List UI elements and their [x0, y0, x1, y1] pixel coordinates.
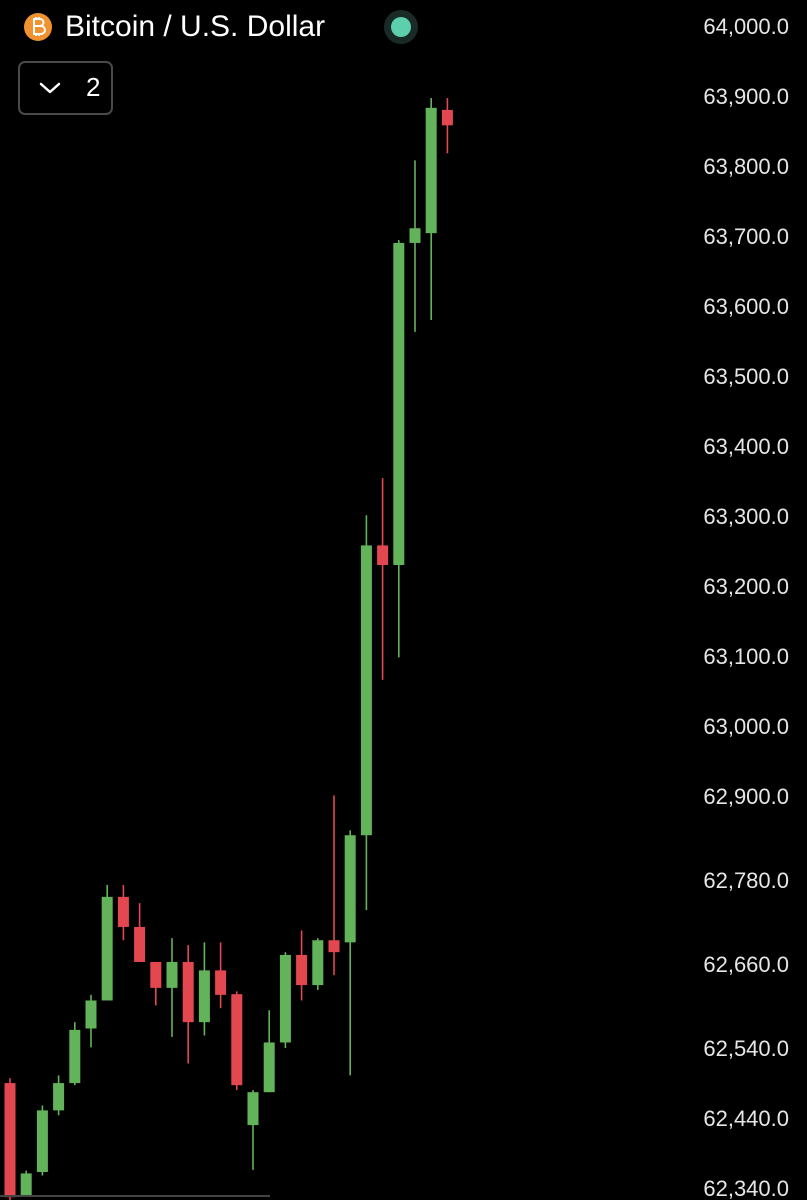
status-dot	[391, 17, 411, 37]
header: Bitcoin / U.S. Dollar 2	[18, 10, 418, 115]
candle-body	[4, 1083, 16, 1198]
y-tick-label: 63,500.0	[703, 364, 789, 389]
y-tick-label: 63,100.0	[703, 644, 789, 669]
candle-body	[182, 961, 194, 1023]
chevron[interactable]	[39, 82, 61, 94]
candle-body	[312, 940, 324, 986]
candle-body	[215, 970, 227, 995]
y-tick-label: 63,900.0	[703, 84, 789, 109]
candle-body	[198, 970, 210, 1023]
y-tick-label: 63,300.0	[703, 504, 789, 529]
candle-body	[247, 1092, 259, 1126]
y-tick-label: 62,900.0	[703, 784, 789, 809]
candle-body	[101, 896, 113, 1001]
toggle-box[interactable]	[18, 61, 113, 115]
y-tick-label: 63,400.0	[703, 434, 789, 459]
candle-body	[377, 545, 389, 565]
candle-body	[393, 242, 405, 565]
collapsed-count[interactable]: 2	[86, 72, 100, 102]
y-tick-label: 62,660.0	[703, 952, 789, 977]
candle-body	[425, 107, 437, 234]
y-tick-label: 62,780.0	[703, 868, 789, 893]
y-tick-label: 63,800.0	[703, 154, 789, 179]
candle-body	[360, 545, 372, 836]
y-axis: 64,000.0 63,900.0 63,800.0 63,700.0 63,600.0…	[703, 14, 800, 1200]
candle-body	[53, 1083, 65, 1111]
candle-body	[409, 228, 421, 243]
candle-body	[328, 940, 340, 953]
y-tick-label: 63,600.0	[703, 294, 789, 319]
candle-body	[263, 1042, 275, 1093]
candle-body	[134, 926, 146, 962]
candle-body	[231, 994, 243, 1086]
candle-body	[36, 1110, 48, 1172]
candle-body	[344, 835, 356, 943]
plot-area	[4, 98, 453, 1200]
y-tick-label: 63,700.0	[703, 224, 789, 249]
candle-body	[166, 961, 178, 988]
candle-body	[441, 109, 453, 126]
y-tick-label: 62,540.0	[703, 1036, 789, 1061]
y-tick-label: 64,000.0	[703, 14, 789, 39]
y-tick-label: 62,440.0	[703, 1106, 789, 1131]
chart-title: Bitcoin / U.S. Dollar	[65, 10, 325, 43]
y-tick-label: 62,340.0	[703, 1176, 789, 1200]
candle-body	[279, 954, 291, 1043]
indicators-toggle[interactable]: 2	[18, 61, 113, 115]
candle-body	[69, 1029, 81, 1084]
candle-body	[117, 896, 129, 927]
candle-body	[20, 1173, 32, 1196]
candle-body	[150, 961, 162, 988]
candle-body	[85, 1000, 97, 1029]
y-tick-label: 63,200.0	[703, 574, 789, 599]
y-tick-label: 63,000.0	[703, 714, 789, 739]
candle-body	[296, 954, 308, 986]
bitcoin-glyph	[33, 17, 46, 36]
